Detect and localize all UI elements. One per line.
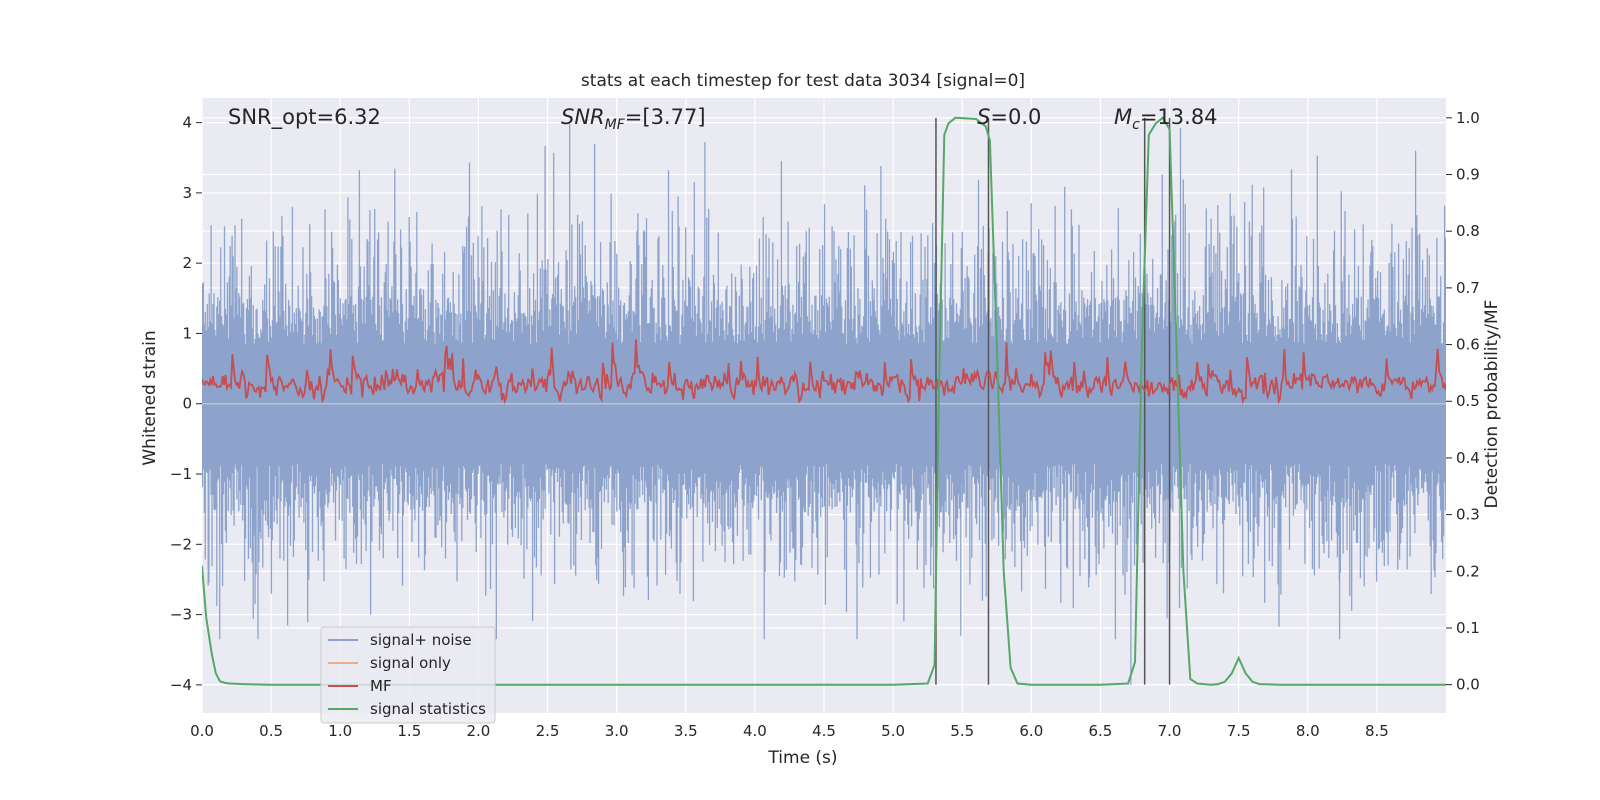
x-tick-label: 8.5 (1365, 722, 1389, 740)
y-left-axis-ticks: 4 3 2 1 0 −1 −2 −3 −4 (170, 114, 202, 694)
signal-statistics-line (202, 116, 1446, 686)
y-right-tick-label: 0.4 (1456, 449, 1480, 467)
annotation-snr-mf-value: =[3.77] (625, 105, 706, 129)
y-left-tick-label: −4 (170, 676, 192, 694)
y-left-tick-label: 2 (182, 254, 192, 272)
y-left-tick-label: −3 (170, 606, 192, 624)
x-axis-ticks: 0.0 0.5 1.0 1.5 2.0 2.5 3.0 3.5 4.0 4.5 5.0 5.5 6.0 6… (190, 722, 1389, 740)
x-tick-label: 1.0 (328, 722, 352, 740)
y-left-tick-label: −1 (170, 465, 192, 483)
annotation-snr-mf-symbol: SNR (561, 105, 605, 129)
annotation-s: S=0.0 (977, 105, 1041, 129)
x-tick-label: 4.5 (812, 722, 836, 740)
x-tick-label: 5.5 (950, 722, 974, 740)
y-right-tick-label: 0.2 (1456, 562, 1480, 580)
annotation-snr-opt: SNR_opt=6.32 (228, 105, 381, 130)
y-left-tick-label: 3 (182, 184, 192, 202)
y-right-tick-label: 0.7 (1456, 279, 1480, 297)
series-mf (202, 339, 1446, 405)
legend: signal+ noise signal only MF signal stat… (320, 626, 496, 724)
x-tick-label: 0.5 (259, 722, 283, 740)
x-tick-label: 4.0 (743, 722, 767, 740)
x-tick-label: 3.5 (674, 722, 698, 740)
annotation-mc-symbol: M (1114, 105, 1132, 129)
x-tick-label: 7.0 (1158, 722, 1182, 740)
series-signal-statistics (202, 116, 1446, 686)
x-tick-label: 8.0 (1296, 722, 1320, 740)
annotation-snr-mf: SNRMF=[3.77] (561, 105, 706, 133)
y-left-tick-label: 4 (182, 114, 192, 132)
legend-label-signal-statistics: signal statistics (370, 700, 486, 718)
y-left-axis-label: Whitened strain (140, 330, 160, 465)
x-tick-label: 2.0 (467, 722, 491, 740)
mf-line (202, 339, 1446, 405)
annotation-mc-value: =13.84 (1140, 105, 1218, 129)
x-tick-label: 0.0 (190, 722, 214, 740)
annotation-s-symbol: S (977, 105, 990, 129)
x-tick-label: 2.5 (536, 722, 560, 740)
annotation-mc-subscript: c (1132, 117, 1140, 133)
legend-label-mf: MF (370, 677, 392, 695)
annotation-snr-mf-subscript: MF (605, 117, 626, 133)
y-right-tick-label: 0.5 (1456, 392, 1480, 410)
legend-box (320, 626, 496, 724)
x-tick-label: 7.5 (1227, 722, 1251, 740)
x-tick-label: 6.0 (1019, 722, 1043, 740)
x-tick-label: 5.0 (881, 722, 905, 740)
x-axis-label: Time (s) (767, 748, 837, 768)
y-right-tick-label: 0.1 (1456, 619, 1480, 637)
y-right-axis-ticks: 1.0 0.9 0.8 0.7 0.6 0.5 0.4 0.3 0.2 0.1 0.0 (1446, 109, 1480, 694)
legend-label-signal-plus-noise: signal+ noise (370, 631, 472, 649)
y-left-tick-label: 1 (182, 324, 192, 342)
annotation-mc: Mc=13.84 (1114, 105, 1218, 133)
x-tick-label: 6.5 (1089, 722, 1113, 740)
x-tick-label: 1.5 (397, 722, 421, 740)
y-left-tick-label: −2 (170, 535, 192, 553)
y-right-tick-label: 0.6 (1456, 336, 1480, 354)
annotation-s-value: =0.0 (990, 105, 1041, 129)
y-right-tick-label: 0.8 (1456, 222, 1480, 240)
y-right-tick-label: 0.3 (1456, 506, 1480, 524)
y-right-tick-label: 0.9 (1456, 166, 1480, 184)
chart-title: stats at each timestep for test data 303… (581, 71, 1025, 91)
legend-label-signal-only: signal only (370, 654, 451, 672)
y-right-axis-label: Detection probability/MF (1482, 300, 1502, 509)
series-signal-plus-noise (202, 124, 1446, 685)
y-right-tick-label: 0.0 (1456, 676, 1480, 694)
y-left-tick-label: 0 (182, 395, 192, 413)
y-right-tick-label: 1.0 (1456, 109, 1480, 127)
x-tick-label: 3.0 (605, 722, 629, 740)
